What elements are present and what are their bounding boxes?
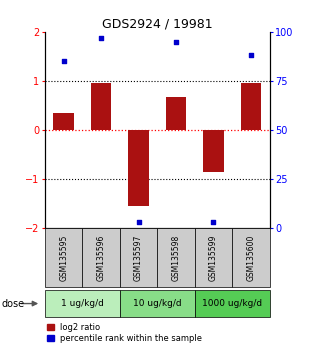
Bar <box>203 130 224 172</box>
Bar <box>45 228 82 287</box>
Point <box>248 53 254 58</box>
Bar <box>120 290 195 317</box>
Point <box>211 219 216 225</box>
Text: GSM135599: GSM135599 <box>209 234 218 281</box>
Bar <box>195 228 232 287</box>
Bar <box>53 113 74 130</box>
Bar <box>45 290 120 317</box>
Bar <box>232 228 270 287</box>
Text: dose: dose <box>2 298 25 309</box>
Text: GSM135600: GSM135600 <box>247 234 256 281</box>
Text: GSM135598: GSM135598 <box>171 234 180 281</box>
Legend: log2 ratio, percentile rank within the sample: log2 ratio, percentile rank within the s… <box>47 323 202 343</box>
Bar <box>166 97 186 130</box>
Point <box>136 219 141 225</box>
Point <box>99 35 104 41</box>
Point <box>61 58 66 64</box>
Text: 1000 ug/kg/d: 1000 ug/kg/d <box>202 299 262 308</box>
Bar <box>241 84 261 130</box>
Point <box>173 39 178 45</box>
Text: GSM135597: GSM135597 <box>134 234 143 281</box>
Text: 10 ug/kg/d: 10 ug/kg/d <box>133 299 182 308</box>
Bar <box>82 228 120 287</box>
Bar <box>128 130 149 206</box>
Text: GSM135596: GSM135596 <box>97 234 106 281</box>
Text: 1 ug/kg/d: 1 ug/kg/d <box>61 299 104 308</box>
Text: GSM135595: GSM135595 <box>59 234 68 281</box>
Bar <box>195 290 270 317</box>
Title: GDS2924 / 19981: GDS2924 / 19981 <box>102 18 213 31</box>
Bar <box>91 84 111 130</box>
Bar <box>157 228 195 287</box>
Bar <box>120 228 157 287</box>
